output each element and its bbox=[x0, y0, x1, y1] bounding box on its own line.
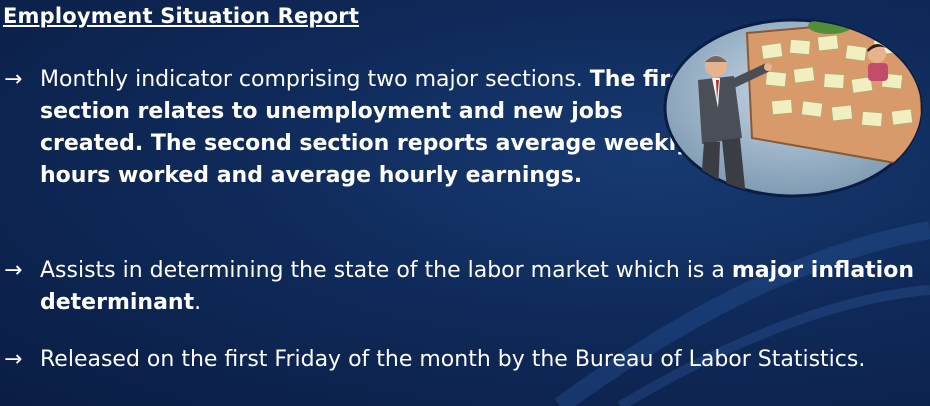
bullet-1-bold: The first section relates to unemploymen… bbox=[40, 67, 694, 188]
arrow-icon: → bbox=[4, 347, 23, 372]
bullet-1: → Monthly indicator comprising two major… bbox=[4, 64, 694, 192]
bullet-2-plain: Assists in determining the state of the … bbox=[40, 258, 732, 283]
bullet-2: → Assists in determining the state of th… bbox=[4, 255, 924, 319]
bullet-2-text: Assists in determining the state of the … bbox=[40, 255, 924, 319]
slide-title: Employment Situation Report bbox=[3, 4, 360, 28]
bullet-1-plain: Monthly indicator comprising two major s… bbox=[40, 67, 590, 92]
arrow-icon: → bbox=[4, 67, 23, 92]
arrow-icon: → bbox=[4, 258, 23, 283]
bullet-3: → Released on the first Friday of the mo… bbox=[4, 344, 924, 376]
bullet-3-text: Released on the first Friday of the mont… bbox=[40, 344, 924, 376]
bullet-1-text: Monthly indicator comprising two major s… bbox=[40, 64, 694, 192]
bullet-2-bold: major inflation determinant bbox=[40, 258, 914, 315]
bullet-2-tail: . bbox=[194, 290, 202, 315]
businessman-at-board-icon bbox=[663, 18, 923, 198]
bullet-3-plain: Released on the first Friday of the mont… bbox=[40, 347, 866, 372]
